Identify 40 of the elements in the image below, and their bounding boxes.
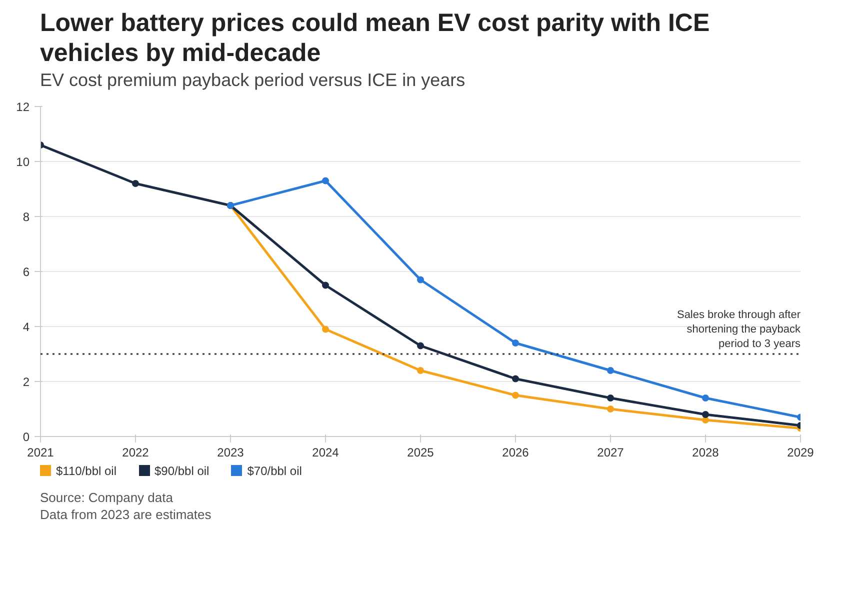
x-tick-label: 2024 — [312, 445, 340, 460]
point — [607, 394, 614, 402]
x-tick-label: 2021 — [27, 445, 54, 460]
legend-label: $110/bbl oil — [55, 464, 116, 478]
x-tick-label: 2026 — [502, 445, 530, 460]
point — [702, 394, 709, 402]
point — [132, 180, 139, 187]
y-tick-label: 10 — [16, 154, 30, 169]
point — [512, 374, 519, 382]
point — [417, 342, 424, 349]
y-tick-label: 6 — [22, 264, 30, 279]
point — [607, 405, 614, 412]
point — [417, 276, 424, 283]
point — [322, 176, 329, 184]
ref-line-label: Sales broke through after shortening the payback period to 3 years — [676, 308, 801, 350]
y-tick-label: 4 — [22, 320, 30, 334]
y-tick-label: 8 — [22, 210, 30, 224]
y-tick-label: 0 — [22, 430, 30, 444]
point — [702, 410, 709, 418]
source-note: Source: Company data — [40, 490, 173, 506]
x-tick-label: 2023 — [217, 445, 244, 460]
x-tick-label: 2028 — [692, 445, 720, 460]
point — [322, 281, 329, 288]
x-tick-label: 2027 — [597, 445, 624, 460]
legend-label: $70/bbl oil — [246, 464, 302, 478]
legend-label: $90/bbl oil — [154, 464, 210, 478]
chart-title: Lower battery prices could mean EV cost parity with ICE vehicles by mid-decade — [40, 8, 711, 68]
point — [512, 339, 519, 346]
x-tick-label: 2029 — [787, 445, 814, 460]
y-tick-label: 2 — [22, 374, 30, 389]
point — [417, 366, 424, 374]
y-tick-label: 12 — [16, 100, 30, 114]
point — [322, 325, 329, 332]
point — [512, 391, 519, 398]
x-tick-label: 2022 — [122, 445, 150, 460]
point — [702, 416, 709, 424]
chart-subtitle: EV cost premium payback period versus ICE in years — [40, 70, 466, 92]
point — [607, 366, 614, 374]
x-tick-label: 2025 — [407, 445, 434, 460]
text: Data from 2023 are estimates — [40, 507, 212, 523]
